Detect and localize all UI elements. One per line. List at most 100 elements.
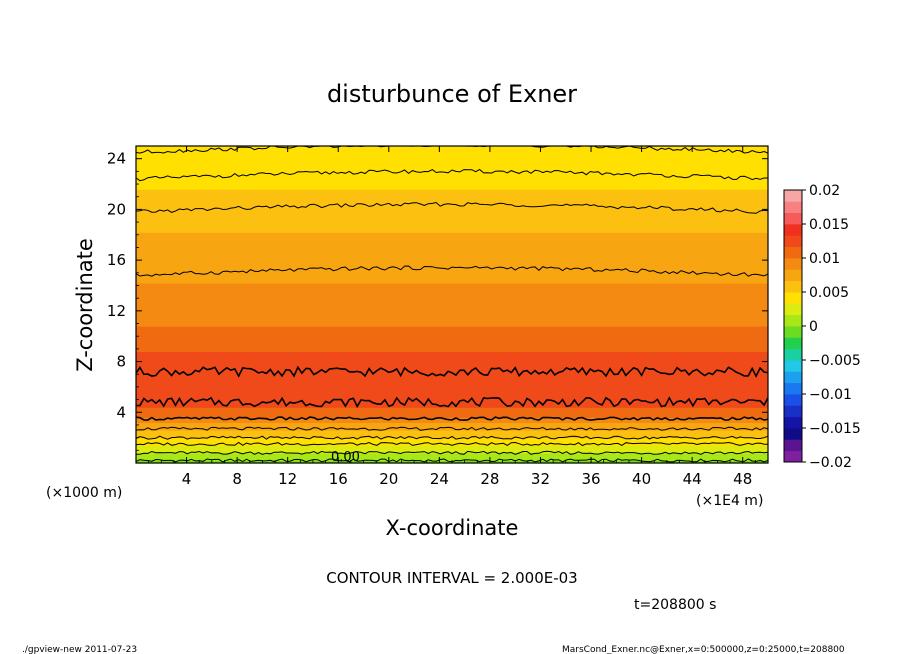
colorbar-band (784, 360, 802, 372)
field-strip (136, 430, 768, 434)
contour-line (135, 435, 769, 440)
field-strip (136, 293, 768, 297)
field-strip (136, 252, 768, 256)
colorbar-band (784, 450, 802, 463)
field-strip (136, 389, 768, 393)
x-tick-label: 32 (531, 470, 550, 488)
colorbar-band (784, 337, 802, 350)
field-strip (136, 272, 768, 276)
y-tick-label: 8 (116, 353, 126, 371)
colorbar-band (784, 246, 802, 259)
colorbar-band (784, 428, 802, 440)
field-strip (136, 298, 768, 302)
colorbar-band (784, 348, 802, 361)
y-tick-label: 20 (107, 200, 126, 218)
field-strip (136, 206, 768, 210)
field-strip (136, 242, 768, 246)
field-strip (136, 201, 768, 205)
field-strip (136, 199, 768, 203)
field-strip (136, 402, 768, 406)
colorbar-band (784, 303, 802, 316)
field-strip (136, 341, 768, 345)
field-strip (136, 158, 768, 162)
field-strip (136, 374, 768, 378)
field-strip (136, 191, 768, 195)
colorbar-band (784, 258, 802, 270)
field-strip (136, 404, 768, 408)
contour-line (135, 265, 769, 277)
field-strip (136, 173, 768, 178)
field-strip (136, 222, 768, 226)
field-strip (136, 219, 768, 223)
field-strip (136, 414, 768, 418)
contour-line (135, 416, 769, 421)
colorbar-band (784, 382, 802, 395)
field-strip (136, 333, 768, 337)
contour-lines (135, 145, 769, 463)
contour-line (135, 201, 769, 214)
colorbar-tick-label: 0.005 (809, 285, 849, 301)
field-strip (136, 290, 768, 294)
field-strip (136, 419, 768, 424)
x-tick-label: 28 (480, 470, 499, 488)
field-strip (136, 366, 768, 370)
colorbar-tick-label: 0.01 (809, 251, 840, 267)
colorbar: 0.02 0.015 0.01 0.005 0 −0.005 −0.01 −0.015 −0.0… (783, 183, 861, 471)
field-strip (136, 369, 768, 373)
field-strip (136, 315, 768, 320)
colorbar-tick-label: −0.005 (809, 353, 861, 369)
field-strip (136, 427, 768, 431)
field-strip (136, 178, 768, 183)
field-strip (136, 303, 768, 307)
field-strip (136, 270, 768, 274)
colorbar-band (784, 190, 802, 202)
field-strip (136, 417, 768, 421)
contour-line (135, 441, 769, 447)
field-strip (136, 353, 768, 358)
field-strip (136, 351, 768, 355)
field-strip (136, 326, 768, 330)
field-strip (136, 447, 768, 451)
x-tick-label: 20 (379, 470, 398, 488)
field-strip (136, 391, 768, 396)
x-tick-label: 12 (278, 470, 297, 488)
colorbar-band (784, 201, 802, 214)
contour-line (135, 450, 769, 455)
field-strip (136, 232, 768, 236)
field-strip (136, 280, 768, 284)
field-strip (136, 234, 768, 238)
x-tick-label: 40 (632, 470, 651, 488)
x-tick-label: 24 (430, 470, 449, 488)
field-strip (136, 151, 768, 155)
field-strip (136, 176, 768, 180)
field-strip (136, 381, 768, 385)
x-tick-label: 8 (232, 470, 242, 488)
field-strip (136, 255, 768, 259)
field-strip (136, 211, 768, 216)
field-strip (136, 450, 768, 454)
field-strip (136, 186, 768, 190)
y-tick-label: 16 (107, 251, 126, 269)
field-strip (136, 237, 768, 241)
x-tick-label: 4 (182, 470, 192, 488)
field-strip (136, 356, 768, 360)
field-strip (136, 338, 768, 342)
field-strip (136, 214, 768, 218)
field-strip (136, 267, 768, 271)
x-tick-label: 48 (733, 470, 752, 488)
colorbar-band (784, 212, 802, 225)
y-tick-label: 4 (116, 403, 126, 421)
field-strip (136, 376, 768, 380)
field-strip (136, 260, 768, 264)
field-strip (136, 320, 768, 325)
field-strip (136, 384, 768, 388)
colorbar-band (784, 292, 802, 304)
x-tick-label: 16 (329, 470, 348, 488)
field-strip (136, 209, 768, 213)
field-strip (136, 310, 768, 314)
field-strip (136, 227, 768, 231)
field-strip (136, 445, 768, 449)
field-strip (136, 189, 768, 193)
